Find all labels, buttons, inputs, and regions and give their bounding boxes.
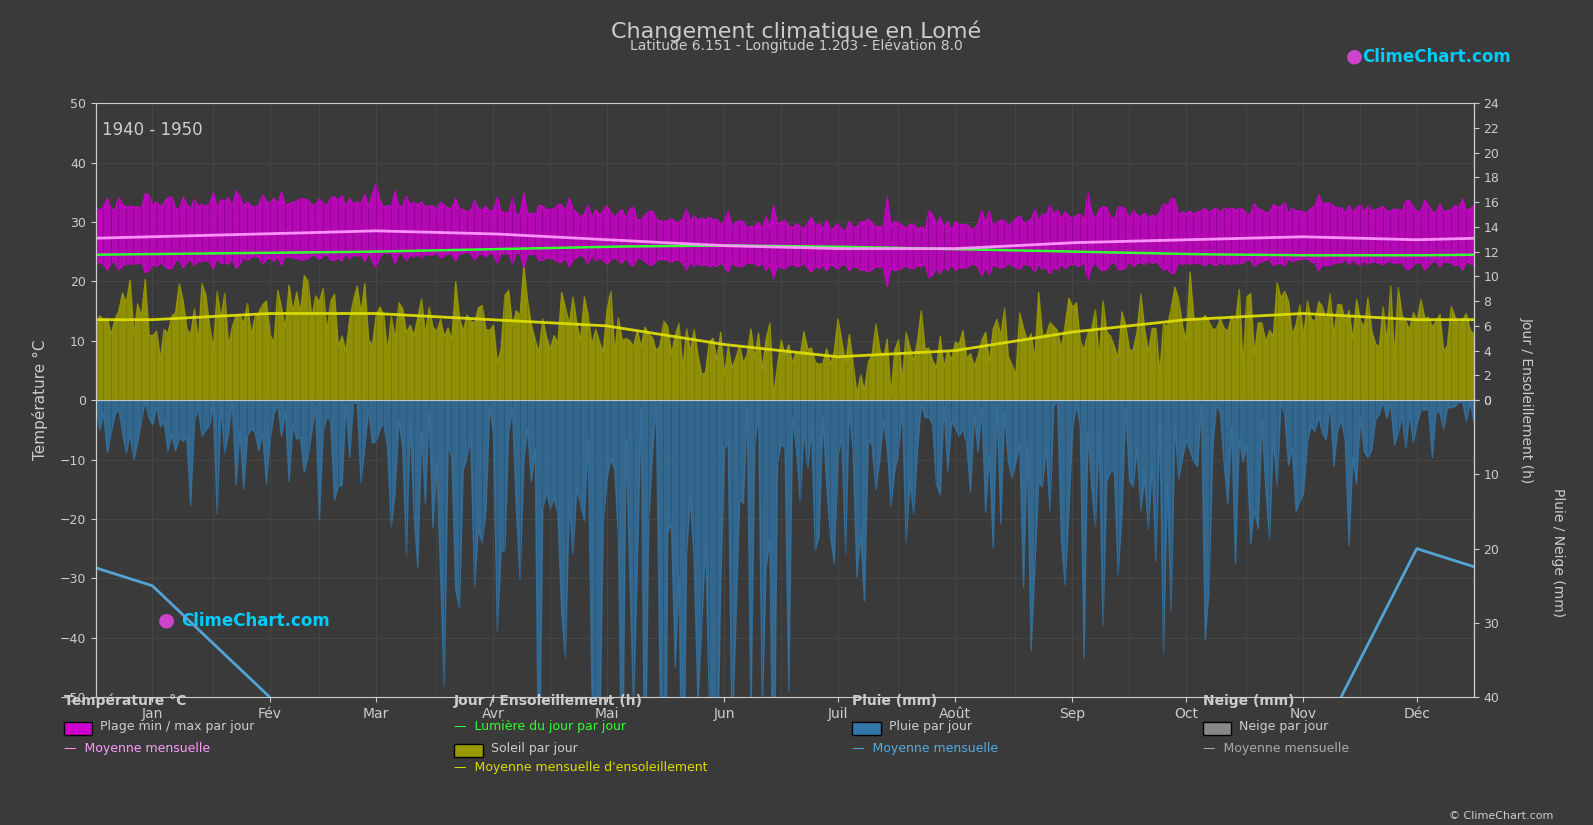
- Text: Pluie par jour: Pluie par jour: [889, 720, 972, 733]
- Text: Neige (mm): Neige (mm): [1203, 695, 1294, 709]
- Text: —  Lumière du jour par jour: — Lumière du jour par jour: [454, 720, 626, 733]
- Text: —  Moyenne mensuelle: — Moyenne mensuelle: [852, 742, 999, 756]
- Text: Température °C: Température °C: [64, 694, 186, 709]
- Text: © ClimeChart.com: © ClimeChart.com: [1448, 811, 1553, 821]
- Text: Plage min / max par jour: Plage min / max par jour: [100, 720, 255, 733]
- Text: 1940 - 1950: 1940 - 1950: [102, 121, 202, 139]
- Text: ●: ●: [1346, 47, 1370, 66]
- Text: Changement climatique en Lomé: Changement climatique en Lomé: [612, 21, 981, 42]
- Text: Pluie / Neige (mm): Pluie / Neige (mm): [1552, 488, 1564, 617]
- Text: —  Moyenne mensuelle d'ensoleillement: — Moyenne mensuelle d'ensoleillement: [454, 761, 707, 775]
- Y-axis label: Jour / Ensoleillement (h): Jour / Ensoleillement (h): [1520, 317, 1534, 483]
- Y-axis label: Température °C: Température °C: [32, 340, 48, 460]
- Text: —  Moyenne mensuelle: — Moyenne mensuelle: [64, 742, 210, 756]
- Text: ●: ●: [158, 610, 182, 629]
- Text: ClimeChart.com: ClimeChart.com: [1362, 48, 1510, 66]
- Text: Latitude 6.151 - Longitude 1.203 - Élévation 8.0: Latitude 6.151 - Longitude 1.203 - Éléva…: [631, 37, 962, 53]
- Text: —  Moyenne mensuelle: — Moyenne mensuelle: [1203, 742, 1349, 756]
- Text: Jour / Ensoleillement (h): Jour / Ensoleillement (h): [454, 695, 644, 709]
- Text: Neige par jour: Neige par jour: [1239, 720, 1329, 733]
- Text: Soleil par jour: Soleil par jour: [491, 742, 577, 756]
- Text: Pluie (mm): Pluie (mm): [852, 695, 938, 709]
- Text: ClimeChart.com: ClimeChart.com: [182, 612, 330, 629]
